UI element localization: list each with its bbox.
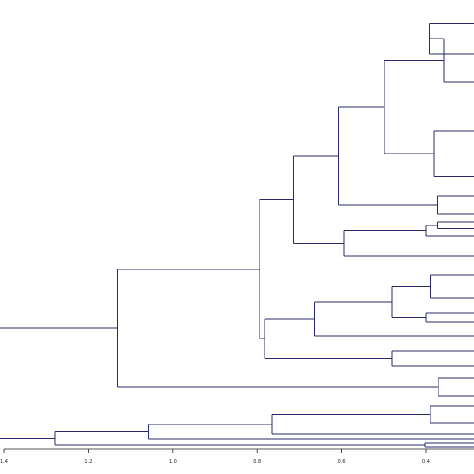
x-axis-tick-label: 0.6 <box>338 459 346 465</box>
x-axis-tick-label: 0.8 <box>253 459 261 465</box>
x-axis-tick-label: 1.4 <box>0 459 8 465</box>
x-axis-tick-label: 1.2 <box>84 459 92 465</box>
x-axis-tick-label: 1.0 <box>169 459 177 465</box>
x-axis-tick-label: 0.4 <box>422 459 430 465</box>
x-axis-ticks: 1.4 1.2 1.0 0.8 0.6 0.4 <box>0 449 430 465</box>
dendrogram-branches <box>0 23 474 448</box>
x-axis: 1.4 1.2 1.0 0.8 0.6 0.4 <box>0 448 474 465</box>
